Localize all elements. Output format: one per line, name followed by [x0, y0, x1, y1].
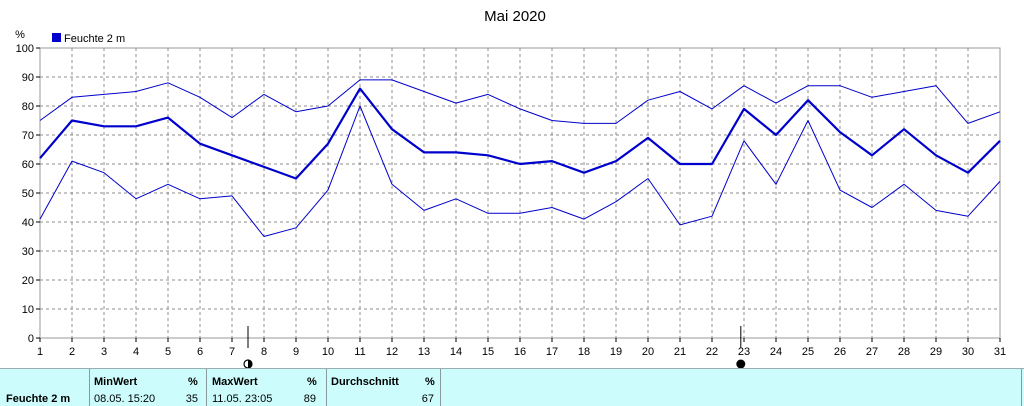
y-tick-label: 90	[22, 72, 34, 84]
moon-phase-markers	[243, 326, 746, 368]
x-tick-label: 5	[165, 346, 171, 358]
y-tick-label: 40	[22, 217, 34, 229]
y-axis: 0 10 20 30 40 50 60 70 80 90 100	[16, 43, 40, 345]
max-value: 89	[303, 393, 316, 405]
x-tick-label: 25	[802, 346, 814, 358]
legend: Feuchte 2 m	[52, 33, 125, 45]
series-line-mean	[39, 87, 1001, 180]
footer-row-label-cell: Feuchte 2 m	[0, 369, 90, 406]
x-tick-label: 30	[962, 346, 974, 358]
x-tick-label: 3	[101, 346, 107, 358]
y-tick-label: 80	[22, 101, 34, 113]
average-unit: %	[425, 376, 435, 388]
x-tick-label: 28	[898, 346, 910, 358]
footer-divider	[1021, 369, 1022, 406]
x-tick-label: 20	[642, 346, 654, 358]
statistics-footer: Feuchte 2 m MinWert % 08.05. 15:20 35 Ma…	[0, 368, 1024, 406]
y-tick-label: 70	[22, 130, 34, 142]
x-tick-label: 16	[514, 346, 526, 358]
min-time: 08.05. 15:20	[94, 393, 156, 405]
x-tick-label: 24	[770, 346, 782, 358]
x-axis: 1 2 3 4 5 6 7 8 9 10 11 12 13 14 15 16 17 18 19 20 21 22 23 24 2…	[37, 338, 1006, 358]
x-tick-label: 6	[197, 346, 203, 358]
x-tick-label: 19	[610, 346, 622, 358]
footer-divider	[326, 369, 327, 406]
humidity-chart: Mai 2020 % Feuchte 2 m 01020304050607080…	[15, 8, 1006, 368]
x-tick-label: 15	[482, 346, 494, 358]
y-axis-unit: %	[15, 29, 25, 41]
x-tick-label: 13	[418, 346, 430, 358]
min-header: MinWert	[94, 376, 138, 388]
x-tick-label: 12	[386, 346, 398, 358]
x-tick-label: 23	[738, 346, 750, 358]
footer-row-label: Feuchte 2 m	[6, 393, 71, 405]
grid	[40, 48, 1000, 338]
chart-title: Mai 2020	[484, 8, 546, 25]
max-value-cell: MaxWert % 11.05. 23:05 89	[207, 369, 326, 406]
footer-divider	[89, 369, 90, 406]
legend-label: Feuchte 2 m	[64, 33, 125, 45]
y-tick-label: 0	[28, 333, 34, 345]
max-unit: %	[307, 376, 317, 388]
min-value: 35	[185, 393, 198, 405]
footer-divider	[206, 369, 207, 406]
x-tick-label: 2	[69, 346, 75, 358]
legend-swatch	[52, 33, 61, 42]
series-group	[39, 79, 1001, 237]
max-header: MaxWert	[212, 376, 258, 388]
x-tick-label: 11	[354, 346, 365, 358]
average-header: Durchschnitt	[331, 376, 399, 388]
x-tick-label: 7	[229, 346, 235, 358]
series-line-min	[39, 105, 1001, 237]
x-tick-label: 29	[930, 346, 942, 358]
series-line-max	[39, 79, 1001, 124]
average-value: 67	[421, 393, 434, 405]
max-time: 11.05. 23:05	[212, 393, 273, 405]
y-tick-label: 30	[22, 246, 34, 258]
x-tick-label: 9	[293, 346, 299, 358]
new-moon-icon	[736, 359, 746, 368]
moon-shadow-shape	[248, 360, 252, 368]
average-value-cell: Durchschnitt % 67	[327, 369, 440, 406]
min-unit: %	[188, 376, 198, 388]
footer-divider	[440, 369, 441, 406]
y-tick-label: 60	[22, 159, 34, 171]
x-tick-label: 31	[994, 346, 1006, 358]
x-tick-label: 14	[450, 346, 462, 358]
x-tick-label: 22	[706, 346, 718, 358]
x-tick-label: 17	[546, 346, 558, 358]
x-tick-label: 1	[37, 346, 43, 358]
y-tick-label: 50	[22, 188, 34, 200]
y-tick-label: 20	[22, 275, 34, 287]
x-tick-label: 21	[674, 346, 686, 358]
x-tick-label: 26	[834, 346, 846, 358]
min-value-cell: MinWert % 08.05. 15:20 35	[90, 369, 206, 406]
x-tick-label: 4	[133, 346, 139, 358]
x-tick-label: 8	[261, 346, 267, 358]
y-tick-label: 100	[16, 43, 34, 55]
x-tick-label: 10	[322, 346, 334, 358]
x-tick-label: 27	[866, 346, 878, 358]
y-tick-label: 10	[22, 304, 34, 316]
x-tick-label: 18	[578, 346, 590, 358]
